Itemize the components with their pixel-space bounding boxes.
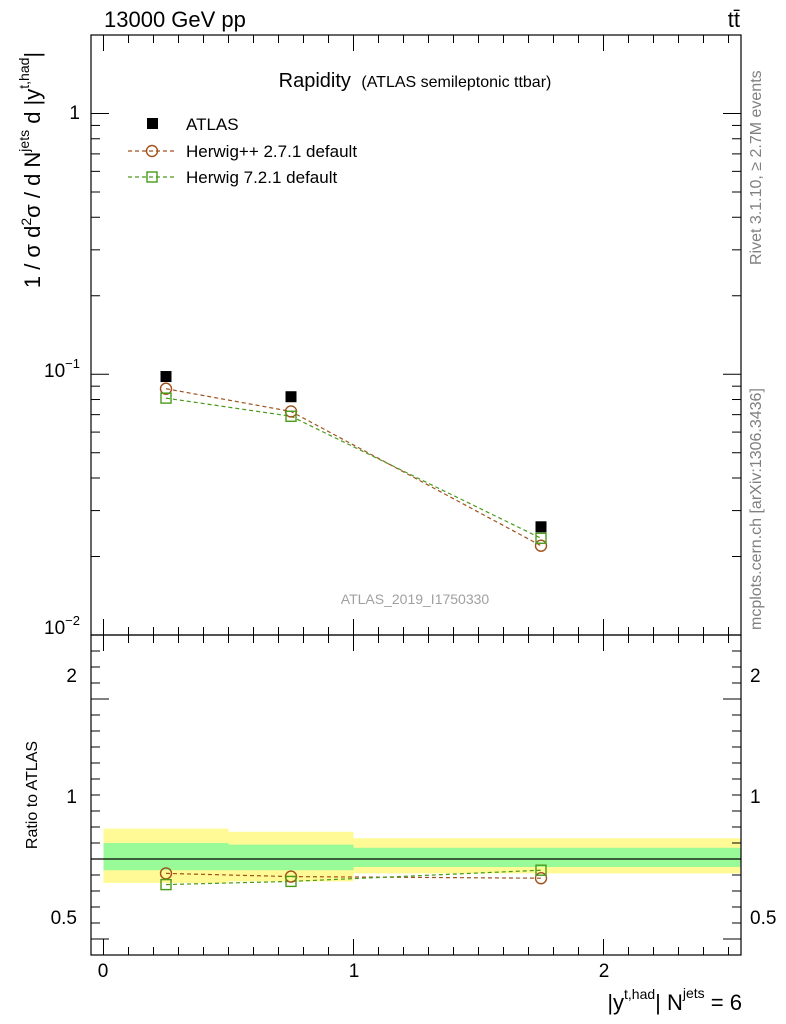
main-y-tick-1-base: 1 xyxy=(69,103,80,124)
x-tick-label-2: 2 xyxy=(599,961,610,982)
plot-title-main: Rapidity xyxy=(279,70,351,92)
ylabel-part-1: 1 / σ d xyxy=(20,226,45,289)
main-series-line-1 xyxy=(165,388,542,547)
legend-marker-herwigpp xyxy=(145,144,159,158)
ylabel-part-2: 2 xyxy=(18,218,34,226)
main-y-tick-label-0.01: 10−2 xyxy=(44,613,80,639)
plot-title-sub: (ATLAS semileptonic ttbar) xyxy=(361,74,551,91)
ratio-y-axis-label: Ratio to ATLAS xyxy=(24,741,41,849)
ylabel-part-3: σ / d N xyxy=(20,152,45,218)
main-y-tick-0.1-base: 10 xyxy=(44,361,65,382)
ratio-point-s0-2 xyxy=(534,872,548,885)
main-y-tick-0.01-exp: −2 xyxy=(65,613,80,628)
ratio-panel-bands xyxy=(103,828,741,883)
main-point-s0-0 xyxy=(160,371,172,383)
plot-title: Rapidity (ATLAS semileptonic ttbar) xyxy=(279,70,552,92)
ratio-y-tick-label-1: 1 xyxy=(66,787,77,808)
ratio-point-s1-1 xyxy=(285,875,297,888)
ratio-y-tick-label-0.5: 0.5 xyxy=(51,908,77,929)
mcplots-label: mcplots.cern.ch [arXiv:1306.3436] xyxy=(748,388,765,630)
ratio-panel-axes xyxy=(90,634,742,956)
ratio-y-tick-label-right-1: 1 xyxy=(750,787,761,808)
ratio-point-s1-0 xyxy=(160,878,172,891)
ratio-inner-band-1 xyxy=(228,844,354,871)
ratio-panel-markers xyxy=(159,864,548,891)
main-point-s0-2 xyxy=(535,521,547,533)
ratio-panel-lines xyxy=(91,858,741,886)
xlabel-part-3: | N xyxy=(655,990,683,1015)
main-point-s2-1 xyxy=(285,410,297,422)
ratio-inner-band-2 xyxy=(353,847,741,867)
rivet-label: Rivet 3.1.10, ≥ 2.7M events xyxy=(748,70,765,265)
main-y-tick-0.01-base: 10 xyxy=(44,618,65,639)
legend-marker-herwig7 xyxy=(146,171,158,183)
legend: ATLAS Herwig++ 2.7.1 default Herwig 7.2.… xyxy=(128,115,357,187)
energy-label: 13000 GeV pp xyxy=(104,7,246,32)
ylabel-part-7: | xyxy=(20,52,45,58)
legend-label-atlas: ATLAS xyxy=(186,115,239,134)
main-point-s0-1 xyxy=(285,391,297,403)
main-panel-markers xyxy=(159,371,548,552)
ylabel-part-4: jets xyxy=(16,130,32,153)
legend-label-herwigpp: Herwig++ 2.7.1 default xyxy=(186,142,357,161)
main-y-tick-label-1: 1 xyxy=(69,103,80,124)
legend-marker-atlas xyxy=(147,118,158,129)
main-point-s1-0 xyxy=(159,382,173,395)
analysis-id-label: ATLAS_2019_I1750330 xyxy=(341,591,490,607)
main-point-s2-0 xyxy=(160,392,172,404)
legend-label-herwig7: Herwig 7.2.1 default xyxy=(186,168,337,187)
ratio-y-tick-label-right-0.5: 0.5 xyxy=(750,908,776,929)
xlabel-part-5: = 6 xyxy=(705,990,742,1015)
x-tick-label-1: 1 xyxy=(349,961,360,982)
ylabel-part-6: t,had xyxy=(16,58,32,89)
main-y-tick-0.1-exp: −1 xyxy=(65,356,80,371)
ratio-y-tick-label-right-2: 2 xyxy=(750,666,761,687)
main-y-tick-label-0.1: 10−1 xyxy=(44,356,80,382)
ratio-y-tick-label-2: 2 xyxy=(66,666,77,687)
xlabel-part-2: t,had xyxy=(624,986,655,1002)
ratio-point-s0-0 xyxy=(159,867,173,880)
x-axis-label: |yt,had| Njets = 6 xyxy=(607,985,742,1015)
ratio-point-s1-2 xyxy=(535,864,547,876)
xlabel-part-4: jets xyxy=(682,985,705,1001)
x-tick-label-0: 0 xyxy=(98,961,109,982)
main-series-line-2 xyxy=(165,397,542,539)
main-point-s2-2 xyxy=(535,532,547,544)
xlabel-part-1: |y xyxy=(607,990,624,1015)
ratio-inner-band-0 xyxy=(103,843,229,871)
process-label: tt̄ xyxy=(728,7,740,32)
ratio-panel-frame xyxy=(90,634,742,956)
ylabel-part-5: d |y xyxy=(20,89,45,130)
main-panel-lines xyxy=(165,388,542,547)
main-y-axis-label: 1 / σ d2σ / d Njets d |yt,had| xyxy=(16,52,45,288)
main-point-s1-2 xyxy=(534,539,548,552)
